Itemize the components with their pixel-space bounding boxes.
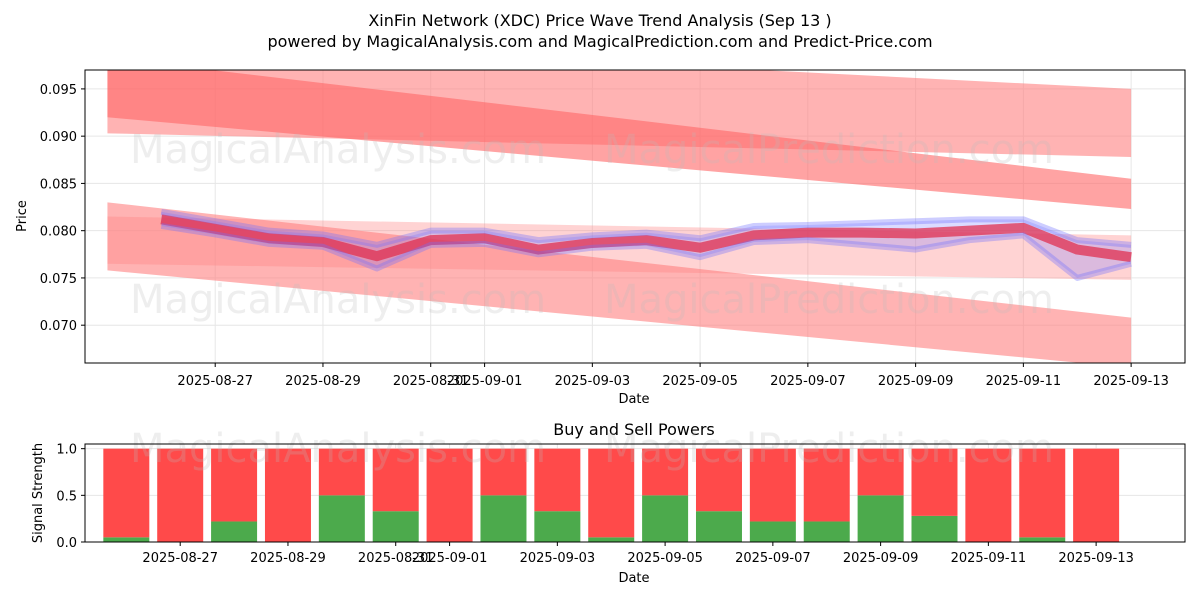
sell-bar-10 bbox=[642, 448, 689, 496]
buy-bar-11 bbox=[695, 511, 742, 542]
price-xtick-label-4: 2025-09-03 bbox=[555, 374, 631, 389]
sell-bar-8 bbox=[534, 448, 581, 512]
sell-bar-12 bbox=[749, 448, 796, 522]
price-ticks: 2025-08-27 2025-08-29 2025-08-312025-09-01… bbox=[40, 83, 1169, 389]
signal-xtick-label-2: 2025-08-31 bbox=[358, 551, 434, 566]
price-xtick-label-8: 2025-09-11 bbox=[986, 374, 1062, 389]
price-ytick-label-2: 0.080 bbox=[40, 225, 77, 240]
signal-xtick-label-9: 2025-09-13 bbox=[1058, 551, 1134, 566]
price-lines bbox=[160, 208, 1132, 281]
sell-bar-13 bbox=[803, 448, 850, 522]
price-series-2 bbox=[160, 208, 1132, 248]
signal-ytick-label-0: 0.0 bbox=[56, 536, 77, 551]
sell-bar-14 bbox=[857, 448, 904, 496]
buy-bar-12 bbox=[749, 521, 796, 542]
signal-bars bbox=[103, 448, 1120, 542]
signal-ytick-label-1: 0.5 bbox=[56, 489, 77, 504]
sell-bar-5 bbox=[372, 448, 419, 512]
watermark-analysis-3: MagicalAnalysis.com bbox=[130, 426, 546, 472]
chart-title: XinFin Network (XDC) Price Wave Trend An… bbox=[368, 11, 831, 30]
price-ytick-label-3: 0.085 bbox=[40, 177, 77, 192]
sell-bar-17 bbox=[1019, 448, 1066, 538]
watermark-analysis-2: MagicalAnalysis.com bbox=[130, 277, 546, 323]
sell-bar-15 bbox=[911, 448, 958, 516]
price-ytick-label-0: 0.070 bbox=[40, 319, 77, 334]
sell-bar-4 bbox=[318, 448, 365, 496]
signal-xtick-label-5: 2025-09-05 bbox=[627, 551, 703, 566]
price-xtick-label-3: 2025-09-01 bbox=[447, 374, 523, 389]
price-xtick-label-2: 2025-08-31 bbox=[393, 374, 469, 389]
buy-bar-15 bbox=[911, 515, 958, 542]
sell-bar-11 bbox=[695, 448, 742, 512]
signal-xtick-label-4: 2025-09-03 bbox=[520, 551, 596, 566]
price-xtick-label-0: 2025-08-27 bbox=[177, 374, 253, 389]
sell-bar-2 bbox=[211, 448, 258, 522]
signal-xtick-label-3: 2025-09-01 bbox=[412, 551, 488, 566]
watermark-analysis: MagicalAnalysis.com bbox=[130, 127, 546, 173]
signal-ytick-label-2: 1.0 bbox=[56, 443, 77, 458]
signal-xtick-label-7: 2025-09-09 bbox=[843, 551, 919, 566]
watermark-prediction: MagicalPrediction.com bbox=[604, 127, 1054, 173]
price-xlabel: Date bbox=[618, 392, 649, 407]
sell-bar-7 bbox=[480, 448, 527, 496]
sell-bar-1 bbox=[157, 448, 204, 542]
price-xtick-label-5: 2025-09-05 bbox=[662, 374, 738, 389]
buy-bar-14 bbox=[857, 495, 904, 542]
buy-bar-17 bbox=[1019, 537, 1066, 542]
price-ytick-label-4: 0.090 bbox=[40, 130, 77, 145]
price-xtick-label-1: 2025-08-29 bbox=[285, 374, 361, 389]
price-band-1 bbox=[107, 70, 1132, 209]
sell-bar-9 bbox=[588, 448, 635, 538]
buy-bar-5 bbox=[372, 511, 419, 542]
signal-ticks: 2025-08-27 2025-08-29 2025-08-312025-09-01… bbox=[56, 443, 1134, 566]
signal-ylabel: Signal Strength bbox=[31, 443, 46, 543]
buy-bar-0 bbox=[103, 537, 150, 542]
chart-subtitle: powered by MagicalAnalysis.com and Magic… bbox=[267, 32, 932, 51]
buy-bar-4 bbox=[318, 495, 365, 542]
buy-bar-9 bbox=[588, 537, 635, 542]
buy-bar-7 bbox=[480, 495, 527, 542]
signal-frame bbox=[84, 443, 1186, 543]
price-ylabel: Price bbox=[15, 200, 30, 232]
price-panel: MagicalAnalysis.com MagicalPrediction.co… bbox=[15, 69, 1186, 407]
price-ytick-label-5: 0.095 bbox=[40, 83, 77, 98]
sell-bar-0 bbox=[103, 448, 150, 538]
price-ytick-label-1: 0.075 bbox=[40, 272, 77, 287]
buy-bar-8 bbox=[534, 511, 581, 542]
buy-bar-2 bbox=[211, 521, 258, 542]
sell-bar-6 bbox=[426, 448, 473, 542]
signal-xtick-label-6: 2025-09-07 bbox=[735, 551, 811, 566]
signal-title: Buy and Sell Powers bbox=[553, 420, 715, 439]
signal-xlabel: Date bbox=[618, 571, 649, 586]
watermark-prediction-2: MagicalPrediction.com bbox=[604, 277, 1054, 323]
watermark-prediction-3: MagicalPrediction.com bbox=[604, 426, 1054, 472]
sell-bar-16 bbox=[965, 448, 1012, 542]
price-bands bbox=[107, 70, 1132, 363]
price-series-1 bbox=[160, 222, 1132, 281]
sell-bar-18 bbox=[1073, 448, 1120, 542]
price-xtick-label-6: 2025-09-07 bbox=[770, 374, 846, 389]
signal-xtick-label-0: 2025-08-27 bbox=[142, 551, 218, 566]
price-frame bbox=[84, 69, 1186, 364]
price-band-2 bbox=[107, 202, 1132, 363]
price-xtick-label-7: 2025-09-09 bbox=[878, 374, 954, 389]
price-xtick-label-9: 2025-09-13 bbox=[1093, 374, 1169, 389]
sell-bar-3 bbox=[264, 448, 311, 542]
signal-xtick-label-1: 2025-08-29 bbox=[250, 551, 326, 566]
buy-bar-10 bbox=[642, 495, 689, 542]
signal-xtick-label-8: 2025-09-11 bbox=[951, 551, 1027, 566]
price-series-0 bbox=[160, 214, 1132, 263]
signal-panel: Buy and Sell Powers MagicalAnalysis.com … bbox=[31, 420, 1186, 586]
buy-bar-13 bbox=[803, 521, 850, 542]
